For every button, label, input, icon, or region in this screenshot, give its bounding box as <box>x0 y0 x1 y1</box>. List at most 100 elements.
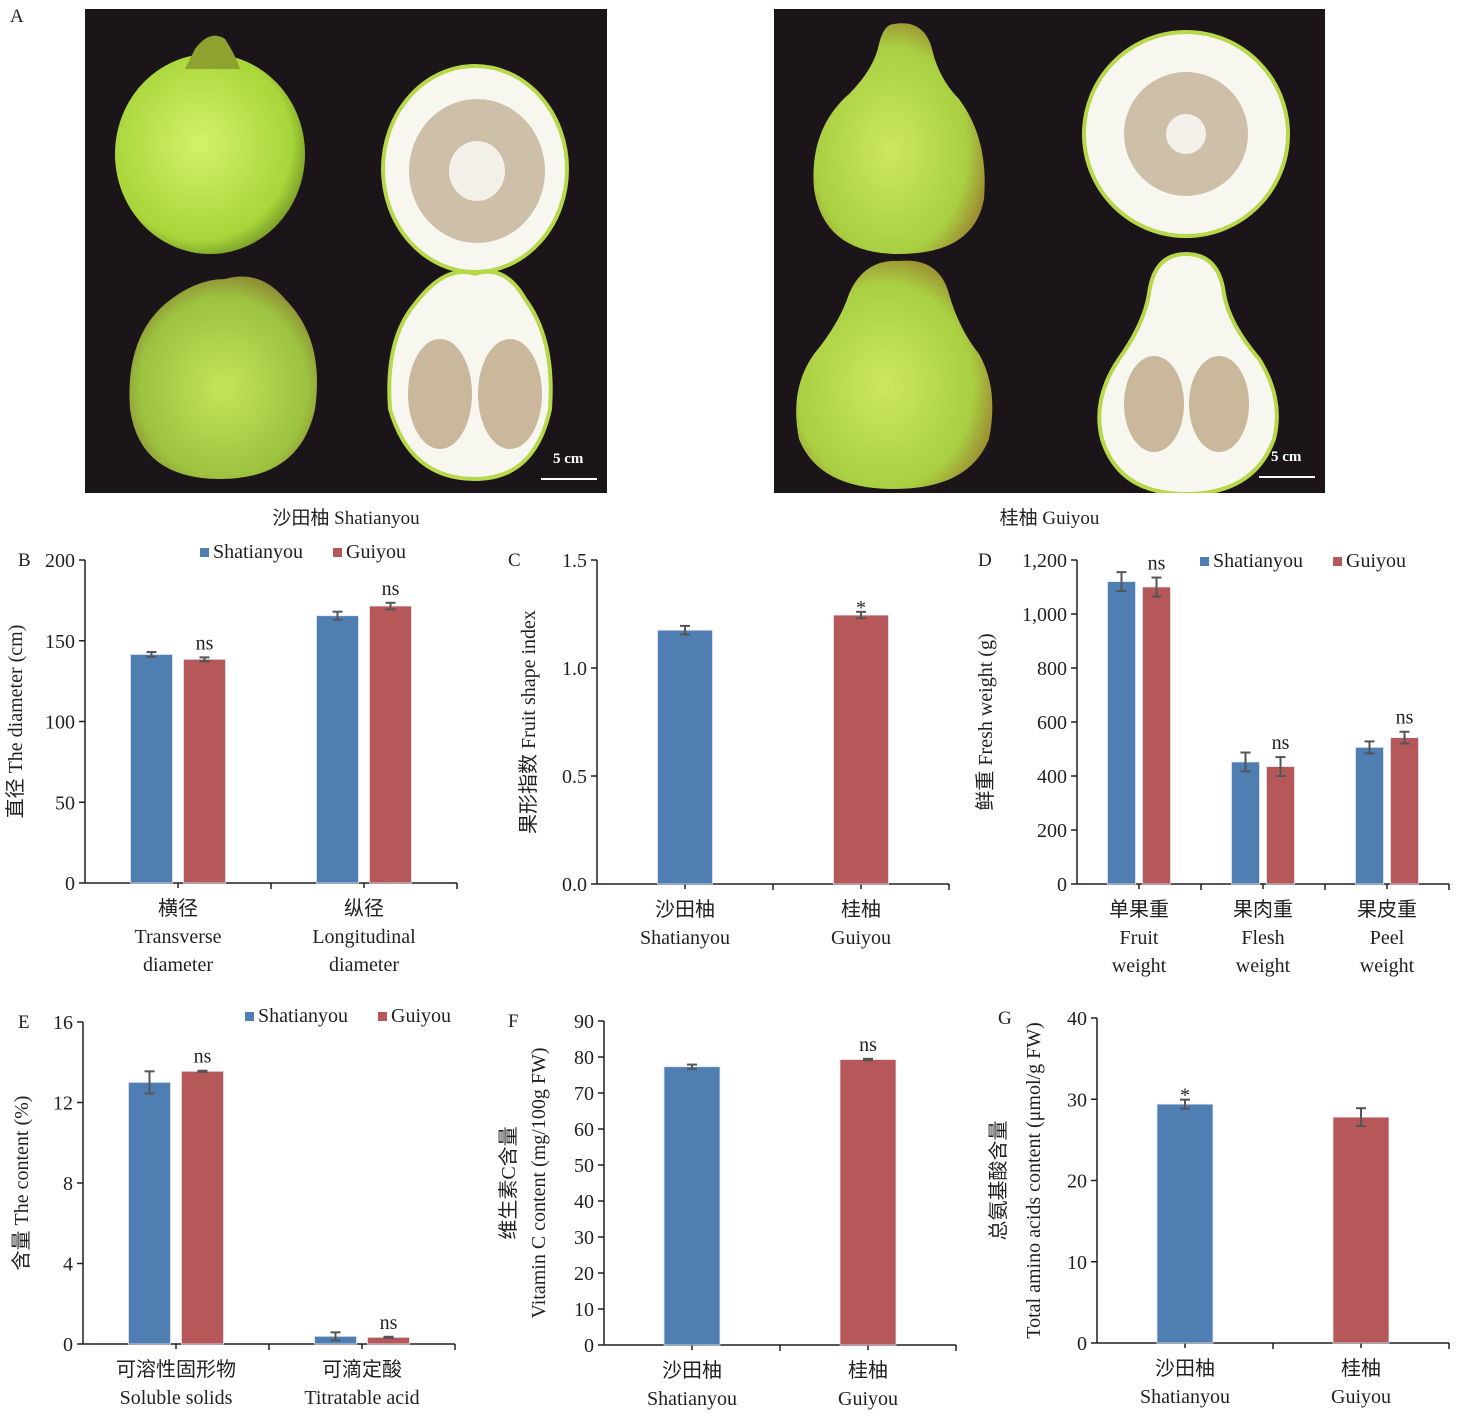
legend-swatch-guiyou <box>378 1012 387 1021</box>
bar-guiyou-1 <box>1266 766 1295 885</box>
significance-label: ns <box>1148 553 1166 575</box>
y-axis-label: 含量 The content (%) <box>10 1096 33 1271</box>
y-tick-label: 0 <box>63 1334 73 1356</box>
y-tick-label: 60 <box>574 1119 594 1141</box>
legend-swatch-shatianyou <box>1200 557 1209 566</box>
y-axis-label: 鲜重 Fresh weight (g) <box>974 633 997 810</box>
x-category-label: Titratable acid <box>304 1387 419 1409</box>
panel-letter: G <box>998 1008 1012 1029</box>
significance-label: ns <box>859 1034 877 1056</box>
significance-label: ns <box>1272 732 1290 754</box>
y-tick-label: 600 <box>1037 712 1067 734</box>
whole-fruit-bottom <box>129 276 317 479</box>
legend-label-shatianyou: Shatianyou <box>1213 550 1303 572</box>
significance-label: * <box>1180 1085 1190 1107</box>
whole-fruit-bottom <box>796 260 993 489</box>
y-tick-label: 80 <box>574 1047 594 1069</box>
y-tick-label: 10 <box>1067 1252 1087 1274</box>
bar-guiyou-1 <box>369 605 412 884</box>
legend-label-guiyou: Guiyou <box>1346 550 1406 572</box>
bar-guiyou-0 <box>183 658 226 884</box>
y-tick-label: 0.0 <box>562 874 587 896</box>
bar-guiyou-0 <box>181 1070 224 1345</box>
y-tick-label: 30 <box>1067 1089 1087 1111</box>
panel-letter: B <box>18 550 31 571</box>
x-category-label: diameter <box>143 954 213 976</box>
significance-label: ns <box>382 578 400 600</box>
legend-label-guiyou: Guiyou <box>346 541 406 563</box>
bar-guiyou-0 <box>1142 586 1171 885</box>
bar-shatianyou-0 <box>128 1081 171 1345</box>
panel-letter: E <box>18 1012 30 1033</box>
x-category-label: 可滴定酸 <box>322 1358 402 1381</box>
scale-bar-shatianyou <box>541 478 597 480</box>
y-tick-label: 100 <box>45 712 75 734</box>
y-tick-label: 20 <box>1067 1171 1087 1193</box>
y-axis-label: 直径 The diameter (cm) <box>4 625 27 819</box>
x-category-label: Transverse <box>134 926 221 948</box>
x-category-label: Shatianyou <box>1140 1386 1230 1408</box>
y-tick-label: 400 <box>1037 766 1067 788</box>
chart-panel-d: D 0 200 400 600 800 1,000 1,200 单果重 Fruit weight ns… <box>960 540 1458 980</box>
legend-label-shatianyou: Shatianyou <box>258 1005 348 1027</box>
photo-caption-shatianyou: 沙田柚 Shatianyou <box>272 508 420 529</box>
x-category-label: Shatianyou <box>647 1388 737 1410</box>
x-category-label: 沙田柚 <box>1155 1357 1215 1380</box>
y-tick-label: 800 <box>1037 658 1067 680</box>
legend-label-guiyou: Guiyou <box>391 1005 451 1027</box>
chart-svg-b: B 0 50 100 150 200 横径 Transverse diameter ns 纵径 Lon… <box>4 541 458 976</box>
y-tick-label: 0.5 <box>562 766 587 788</box>
x-category-label: Peel <box>1370 927 1405 949</box>
panel-letter: D <box>978 550 992 571</box>
panel-letter: F <box>508 1011 519 1032</box>
y-axis-label-en: Vitamin C content (mg/100g FW) <box>528 1048 550 1319</box>
chart-panel-c: C 0.0 0.5 1.0 1.5 沙田柚 Shatianyou 桂柚 Guiyou * 果形指数 … <box>490 540 950 980</box>
significance-label: ns <box>1396 707 1414 729</box>
legend-swatch-guiyou <box>1333 557 1342 566</box>
y-tick-label: 8 <box>63 1173 73 1195</box>
y-axis-label-cn: 总氨基酸含量 <box>987 1121 1010 1241</box>
legend-label-shatianyou: Shatianyou <box>213 541 303 563</box>
x-category-label: Flesh <box>1241 927 1284 949</box>
chart-panel-b: B 0 50 100 150 200 横径 Transverse diameter ns 纵径 Lon… <box>0 540 480 980</box>
x-category-label: 沙田柚 <box>655 898 715 921</box>
bar-guiyou-2 <box>1390 737 1419 885</box>
chart-svg-c: C 0.0 0.5 1.0 1.5 沙田柚 Shatianyou 桂柚 Guiyou * 果形指数 … <box>508 550 950 949</box>
panel-letter-a: A <box>10 6 24 27</box>
bar-value-1 <box>839 1059 897 1346</box>
bar-value-0 <box>663 1066 721 1346</box>
x-category-label: 果肉重 <box>1233 898 1293 921</box>
significance-label: ns <box>196 632 214 654</box>
bar-value-0 <box>657 629 713 885</box>
y-tick-label: 20 <box>574 1263 594 1285</box>
bar-shatianyou-2 <box>1355 746 1384 885</box>
chart-panel-e: E 0 4 8 12 16 可溶性固形物 Soluble solids ns 可滴定酸 Titrat… <box>0 1000 480 1418</box>
y-tick-label: 1.0 <box>562 658 587 680</box>
y-tick-label: 150 <box>45 631 75 653</box>
photo-shatianyou <box>85 9 607 493</box>
y-tick-label: 0 <box>1057 874 1067 896</box>
x-category-label: 沙田柚 <box>662 1359 722 1382</box>
significance-label: ns <box>194 1046 212 1068</box>
chart-panel-f: F 0 10 20 30 40 50 60 70 80 90 沙田柚 Shatianyou 桂柚 Guiyo… <box>490 1000 960 1418</box>
y-axis-label-cn: 维生素C含量 <box>497 1126 520 1239</box>
photo-guiyou <box>774 9 1325 493</box>
scale-bar-label-guiyou: 5 cm <box>1271 449 1302 465</box>
x-category-label: 可溶性固形物 <box>116 1358 236 1381</box>
y-tick-label: 90 <box>574 1011 594 1033</box>
x-category-label: Soluble solids <box>120 1387 233 1409</box>
y-tick-label: 1,000 <box>1022 604 1067 626</box>
y-tick-label: 70 <box>574 1083 594 1105</box>
x-category-label: Guiyou <box>1331 1386 1391 1408</box>
bar-value-1 <box>1332 1116 1390 1344</box>
bar-shatianyou-0 <box>1107 581 1136 885</box>
x-category-label: Fruit <box>1120 927 1159 949</box>
x-category-label: weight <box>1236 955 1291 977</box>
guiyou-fruit-illustration <box>796 23 1290 493</box>
y-tick-label: 40 <box>1067 1008 1087 1030</box>
bar-shatianyou-1 <box>316 615 359 884</box>
x-category-label: 纵径 <box>344 897 384 920</box>
bar-shatianyou-0 <box>130 654 173 884</box>
x-category-label: Guiyou <box>831 927 891 949</box>
x-category-label: 横径 <box>158 897 198 920</box>
